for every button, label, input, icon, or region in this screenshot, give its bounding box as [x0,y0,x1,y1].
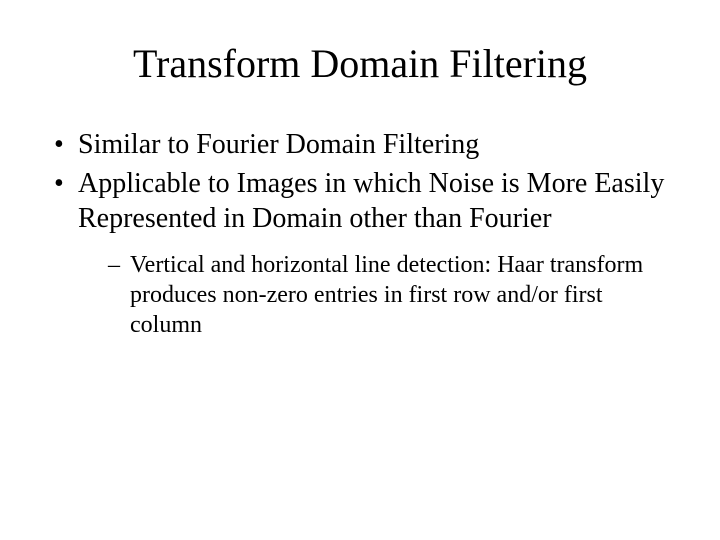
bullet-text: Applicable to Images in which Noise is M… [78,168,664,234]
subbullet-text: Vertical and horizontal line detection: … [130,252,643,338]
bullet-text: Similar to Fourier Domain Filtering [78,129,479,160]
bullet-item: Similar to Fourier Domain Filtering [50,127,670,162]
bullet-list: Similar to Fourier Domain Filtering Appl… [50,127,670,340]
subbullet-list: Vertical and horizontal line detection: … [78,250,670,340]
slide-body: Similar to Fourier Domain Filtering Appl… [0,97,720,340]
slide-title: Transform Domain Filtering [0,0,720,97]
bullet-item: Applicable to Images in which Noise is M… [50,166,670,340]
subbullet-item: Vertical and horizontal line detection: … [108,250,670,340]
slide: Transform Domain Filtering Similar to Fo… [0,0,720,540]
